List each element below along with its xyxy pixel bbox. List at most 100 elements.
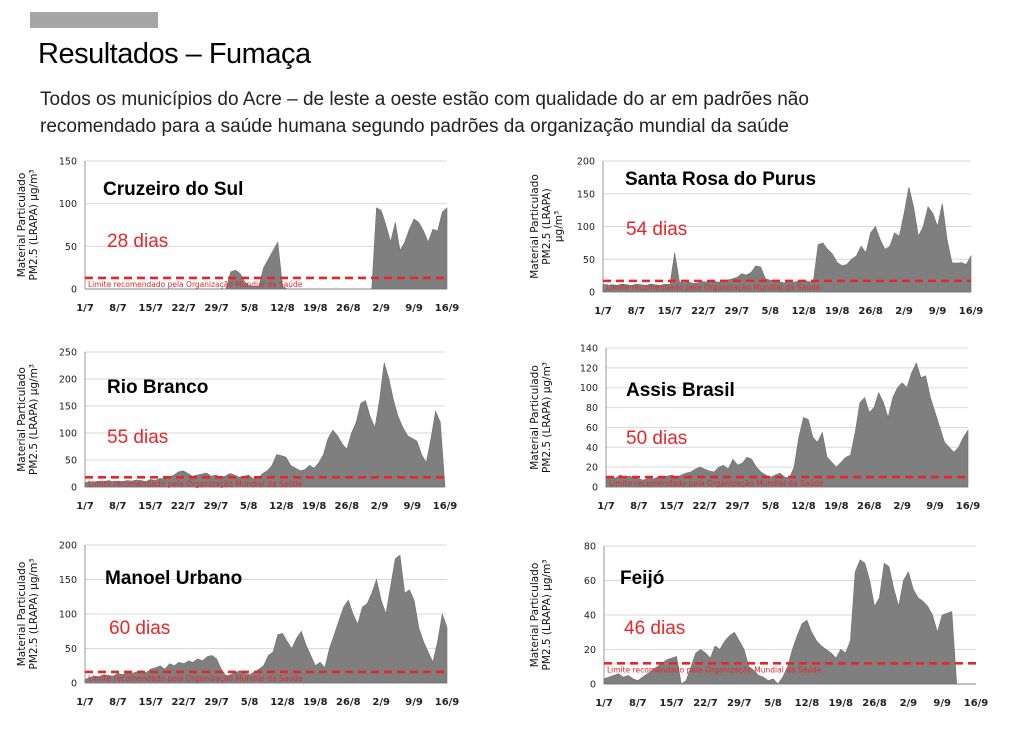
- y-axis-label: PM2.5 (LRAPA) µg/m³: [541, 362, 553, 473]
- x-tick-label: 19/8: [303, 303, 328, 314]
- x-tick-label: 16/9: [435, 697, 460, 708]
- limit-label: Limite recomendado pela Organização Mund…: [606, 283, 821, 292]
- x-tick-label: 8/7: [109, 501, 127, 512]
- y-tick-label: 50: [65, 242, 77, 253]
- x-tick-label: 26/8: [336, 697, 361, 708]
- chart-rio-branco: 0 50 100 150 200 250 Limite recomendado pela O…: [15, 345, 457, 515]
- x-tick-label: 9/9: [405, 697, 423, 708]
- x-tick-label: 26/8: [862, 698, 887, 709]
- chart-cruzeiro-do-sul: 0 50 100 150 Limite recomendado pela Organiz…: [15, 155, 459, 315]
- y-tick-label: 100: [59, 199, 77, 210]
- y-tick-label: 20: [586, 463, 598, 474]
- x-tick-label: 22/7: [171, 501, 196, 512]
- x-tick-label: 5/8: [761, 306, 779, 317]
- chart-manoel-urbano: 0 50 100 150 200 Limite recomendado pela Orga…: [15, 540, 459, 710]
- days-count: 50 dias: [626, 428, 687, 449]
- x-tick-label: 12/8: [269, 501, 294, 512]
- city-name: Santa Rosa do Purus: [625, 169, 816, 190]
- y-axis-label: Material Particulado: [16, 367, 28, 472]
- y-tick-label: 140: [580, 344, 598, 355]
- y-axis-label: PM2.5 (LRAPA): [541, 188, 553, 264]
- limit-label: Limite recomendado pela Organização Mund…: [609, 479, 824, 488]
- y-tick-label: 50: [65, 456, 77, 467]
- city-name: Feijó: [620, 568, 664, 589]
- x-tick-label: 2/9: [371, 501, 389, 512]
- limit-label: Limite recomendado pela Organização Mund…: [88, 479, 303, 488]
- y-axis-label: Material Particulado: [16, 173, 28, 278]
- x-tick-label: 9/9: [929, 306, 947, 317]
- subtitle-line-2: recomendado para a saúde humana segundo …: [40, 116, 789, 137]
- chart-svg: 0 50 100 150 200 Limite recomendado pela Orga…: [529, 157, 984, 318]
- x-tick-label: 2/9: [372, 303, 390, 314]
- y-tick-label: 20: [584, 645, 596, 656]
- chart-svg: 0 20 40 60 80 Limite recomendado pela Organiz…: [529, 542, 988, 710]
- x-tick-label: 9/9: [403, 501, 421, 512]
- city-name: Cruzeiro do Sul: [103, 179, 243, 200]
- y-tick-label: 120: [580, 363, 598, 374]
- x-tick-label: 2/9: [893, 501, 911, 512]
- y-tick-label: 80: [584, 542, 596, 553]
- x-tick-label: 9/9: [933, 698, 951, 709]
- y-axis-label: PM2.5 (LRAPA) µg/m³: [28, 169, 40, 280]
- y-tick-label: 60: [584, 576, 596, 587]
- x-tick-label: 15/7: [139, 697, 164, 708]
- limit-label: Limite recomendado pela Organização Mund…: [88, 674, 303, 683]
- y-tick-label: 100: [59, 429, 77, 440]
- x-tick-label: 12/8: [791, 501, 816, 512]
- area-series: [84, 362, 446, 488]
- x-tick-label: 19/8: [825, 306, 850, 317]
- slide-title: Resultados – Fumaça: [38, 38, 311, 70]
- x-tick-label: 29/7: [204, 303, 229, 314]
- x-tick-label: 22/7: [171, 697, 196, 708]
- y-tick-label: 0: [71, 679, 77, 690]
- days-count: 28 dias: [107, 231, 168, 252]
- y-tick-label: 0: [592, 483, 598, 494]
- x-tick-label: 15/7: [138, 501, 163, 512]
- y-tick-label: 150: [59, 157, 77, 168]
- x-tick-label: 5/8: [764, 698, 782, 709]
- x-tick-label: 19/8: [302, 501, 327, 512]
- area-series: [85, 207, 448, 290]
- x-tick-label: 19/8: [303, 697, 328, 708]
- y-tick-label: 150: [59, 575, 77, 586]
- y-tick-label: 200: [59, 541, 77, 552]
- x-tick-label: 16/9: [959, 306, 984, 317]
- x-tick-label: 2/9: [900, 698, 918, 709]
- days-count: 46 dias: [624, 618, 685, 639]
- y-axis-label: PM2.5 (LRAPA) µg/m³: [541, 559, 553, 670]
- x-tick-label: 29/7: [725, 306, 750, 317]
- x-tick-label: 1/7: [76, 697, 94, 708]
- x-tick-label: 19/8: [824, 501, 849, 512]
- x-tick-label: 1/7: [76, 501, 94, 512]
- x-tick-label: 16/9: [956, 501, 981, 512]
- y-axis-label: µg/m³: [553, 211, 565, 242]
- x-tick-label: 12/8: [795, 698, 820, 709]
- x-tick-label: 5/8: [241, 303, 259, 314]
- city-name: Manoel Urbano: [105, 568, 242, 589]
- y-tick-label: 100: [59, 610, 77, 621]
- x-tick-label: 12/8: [791, 306, 816, 317]
- x-tick-label: 5/8: [240, 501, 258, 512]
- y-tick-label: 40: [586, 443, 598, 454]
- y-tick-label: 100: [580, 383, 598, 394]
- x-tick-label: 26/8: [857, 501, 882, 512]
- x-tick-label: 26/8: [335, 501, 360, 512]
- y-tick-label: 80: [586, 403, 598, 414]
- x-tick-label: 22/7: [171, 303, 196, 314]
- y-axis-label: Material Particulado: [529, 365, 541, 470]
- x-tick-label: 19/8: [828, 698, 853, 709]
- x-tick-label: 1/7: [594, 306, 612, 317]
- days-count: 60 dias: [109, 618, 170, 639]
- y-tick-label: 100: [577, 222, 595, 233]
- x-tick-label: 1/7: [595, 698, 613, 709]
- x-tick-label: 15/7: [658, 306, 683, 317]
- x-tick-label: 8/7: [109, 697, 127, 708]
- y-tick-label: 40: [584, 611, 596, 622]
- y-axis-label: Material Particulado: [16, 562, 28, 667]
- city-name: Assis Brasil: [626, 380, 735, 401]
- x-tick-label: 8/7: [628, 306, 646, 317]
- header-bar: [30, 12, 158, 28]
- y-tick-label: 60: [586, 423, 598, 434]
- x-tick-label: 2/9: [895, 306, 913, 317]
- y-tick-label: 0: [71, 285, 77, 296]
